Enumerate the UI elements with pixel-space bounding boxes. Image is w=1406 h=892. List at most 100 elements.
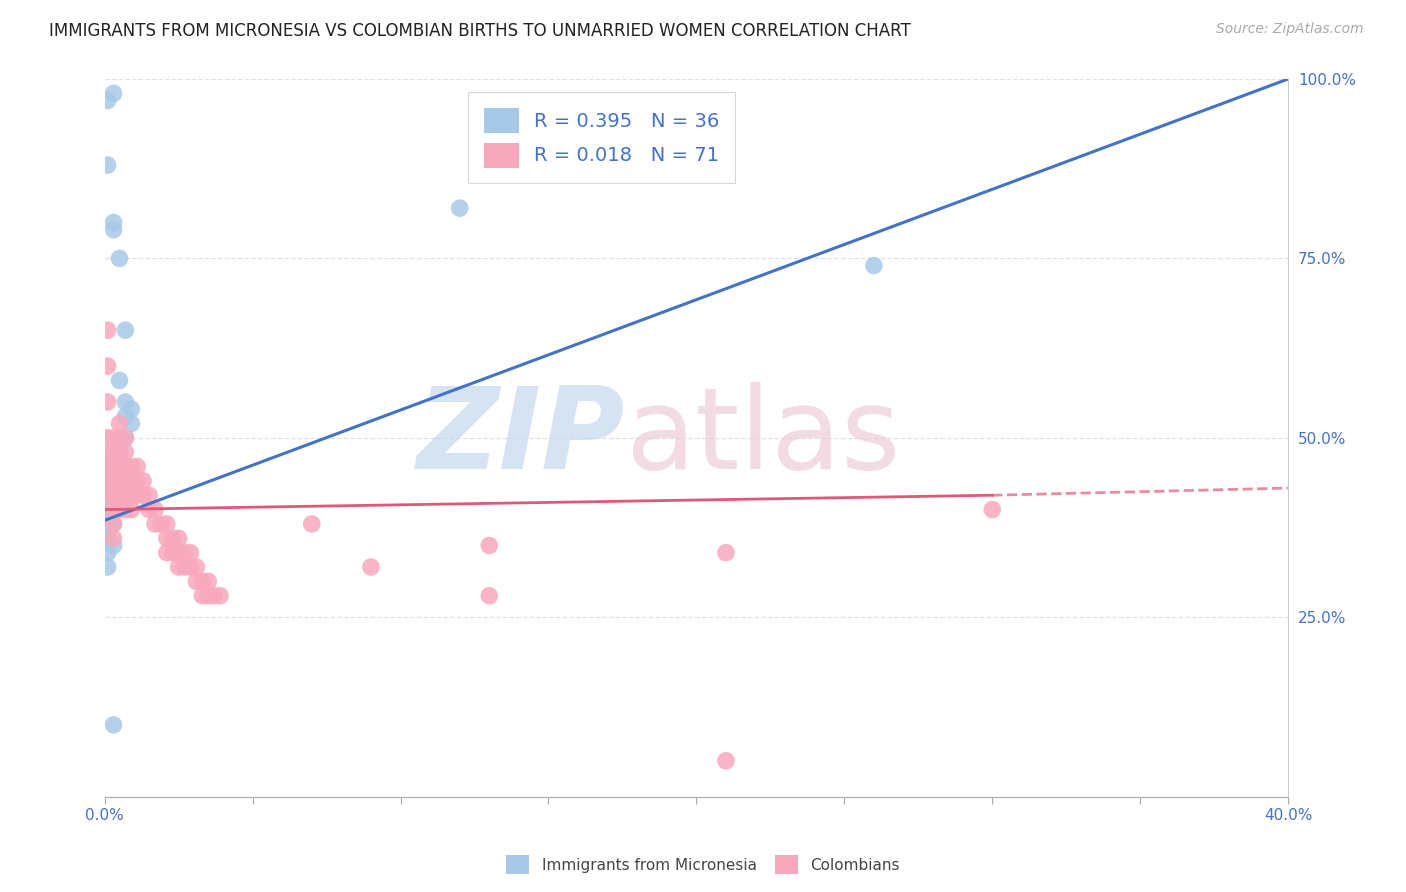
- Point: [97, 495, 120, 509]
- Point: [127, 474, 149, 488]
- Point: [114, 459, 136, 474]
- Point: [191, 589, 214, 603]
- Point: [173, 560, 195, 574]
- Point: [108, 445, 131, 459]
- Point: [97, 509, 120, 524]
- Point: [103, 223, 125, 237]
- Point: [97, 481, 120, 495]
- Point: [97, 560, 120, 574]
- Point: [156, 546, 179, 560]
- Point: [114, 431, 136, 445]
- Point: [138, 502, 160, 516]
- Point: [173, 546, 195, 560]
- Text: IMMIGRANTS FROM MICRONESIA VS COLOMBIAN BIRTHS TO UNMARRIED WOMEN CORRELATION CH: IMMIGRANTS FROM MICRONESIA VS COLOMBIAN …: [49, 22, 911, 40]
- Point: [103, 215, 125, 229]
- Point: [97, 524, 120, 538]
- Point: [97, 459, 120, 474]
- Point: [103, 431, 125, 445]
- Point: [120, 488, 142, 502]
- Point: [120, 417, 142, 431]
- Point: [103, 87, 125, 101]
- Point: [149, 516, 172, 531]
- Point: [114, 474, 136, 488]
- Point: [97, 323, 120, 337]
- Point: [301, 516, 323, 531]
- Point: [108, 252, 131, 266]
- Point: [143, 516, 166, 531]
- Point: [114, 431, 136, 445]
- Point: [167, 560, 190, 574]
- Point: [179, 560, 201, 574]
- Point: [197, 574, 219, 589]
- Point: [202, 589, 225, 603]
- Point: [97, 467, 120, 481]
- Point: [981, 502, 1004, 516]
- Point: [143, 502, 166, 516]
- Point: [108, 431, 131, 445]
- Point: [103, 502, 125, 516]
- Text: atlas: atlas: [626, 383, 901, 493]
- Point: [156, 531, 179, 545]
- Point: [97, 158, 120, 172]
- Point: [449, 201, 471, 215]
- Legend: R = 0.395   N = 36, R = 0.018   N = 71: R = 0.395 N = 36, R = 0.018 N = 71: [468, 92, 735, 183]
- Point: [103, 539, 125, 553]
- Point: [360, 560, 382, 574]
- Point: [97, 474, 120, 488]
- Point: [108, 445, 131, 459]
- Point: [97, 395, 120, 409]
- Point: [97, 459, 120, 474]
- Point: [120, 474, 142, 488]
- Point: [114, 445, 136, 459]
- Point: [97, 488, 120, 502]
- Point: [103, 474, 125, 488]
- Point: [863, 259, 886, 273]
- Point: [97, 474, 120, 488]
- Point: [132, 488, 155, 502]
- Point: [97, 94, 120, 108]
- Point: [103, 452, 125, 467]
- Point: [103, 531, 125, 545]
- Point: [103, 718, 125, 732]
- Point: [132, 474, 155, 488]
- Point: [103, 488, 125, 502]
- Point: [97, 531, 120, 545]
- Text: Source: ZipAtlas.com: Source: ZipAtlas.com: [1216, 22, 1364, 37]
- Point: [103, 516, 125, 531]
- Point: [714, 546, 737, 560]
- Point: [97, 546, 120, 560]
- Point: [186, 574, 208, 589]
- Point: [103, 516, 125, 531]
- Point: [108, 488, 131, 502]
- Point: [108, 417, 131, 431]
- Point: [138, 488, 160, 502]
- Point: [103, 459, 125, 474]
- Point: [97, 445, 120, 459]
- Point: [120, 502, 142, 516]
- Point: [103, 488, 125, 502]
- Point: [97, 359, 120, 373]
- Point: [197, 589, 219, 603]
- Point: [97, 516, 120, 531]
- Point: [127, 488, 149, 502]
- Point: [127, 459, 149, 474]
- Point: [108, 431, 131, 445]
- Point: [114, 409, 136, 424]
- Point: [120, 402, 142, 417]
- Point: [103, 459, 125, 474]
- Point: [179, 546, 201, 560]
- Point: [108, 474, 131, 488]
- Point: [162, 546, 184, 560]
- Point: [103, 445, 125, 459]
- Point: [120, 459, 142, 474]
- Point: [97, 431, 120, 445]
- Point: [167, 546, 190, 560]
- Point: [114, 323, 136, 337]
- Point: [167, 531, 190, 545]
- Point: [114, 502, 136, 516]
- Point: [478, 589, 501, 603]
- Point: [108, 373, 131, 387]
- Point: [162, 531, 184, 545]
- Legend: Immigrants from Micronesia, Colombians: Immigrants from Micronesia, Colombians: [501, 849, 905, 880]
- Point: [97, 502, 120, 516]
